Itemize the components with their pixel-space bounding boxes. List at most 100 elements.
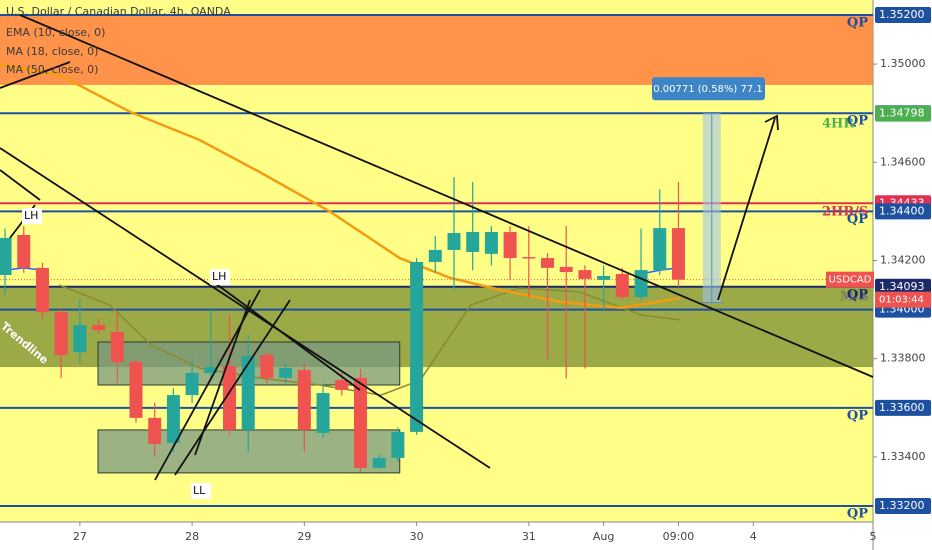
candle-body — [185, 372, 199, 396]
annotation-box — [210, 269, 230, 285]
price-label-box — [875, 399, 931, 416]
price-label-box — [875, 6, 931, 23]
candle-body — [260, 355, 274, 378]
level-label: QP — [847, 507, 868, 522]
indicator-label: MA (50, close, 0) — [6, 63, 98, 76]
measure-label: 0.00771 (0.58%) 77.1 — [653, 84, 763, 95]
candle-body — [316, 393, 330, 433]
candle-body — [297, 370, 311, 430]
annotation: 2HR/S — [822, 205, 868, 220]
indicator-label: EMA (10, close, 0) — [6, 26, 105, 39]
candle-body — [148, 417, 162, 444]
candle-body — [428, 249, 442, 262]
candle-body — [92, 325, 106, 330]
x-tick-label: 28 — [185, 530, 199, 543]
price-label: 1.34093 — [879, 280, 925, 293]
candle-body — [241, 356, 255, 430]
countdown-box — [875, 291, 931, 308]
candle-body — [35, 267, 49, 313]
x-tick-label: 29 — [297, 530, 311, 543]
candle-body — [0, 237, 12, 275]
candle-body — [129, 361, 143, 418]
trend-line — [0, 147, 491, 469]
candle-body — [597, 275, 611, 280]
indicator-label: MA (18, close, 0) — [6, 45, 98, 58]
price-label: 1.34400 — [879, 204, 925, 217]
candle-body — [578, 270, 592, 279]
annotation: M/S — [840, 290, 869, 305]
candle-body — [671, 228, 685, 280]
candle-body — [391, 431, 405, 458]
indicator-line — [0, 62, 681, 310]
price-label: 1.35200 — [879, 8, 925, 21]
trend-line — [19, 14, 874, 378]
symbol-label: USDCAD — [829, 275, 872, 286]
candle-body — [447, 233, 461, 250]
candle-body — [204, 367, 218, 373]
y-tick-label: 1.33400 — [880, 450, 926, 463]
price-label-box — [875, 203, 931, 220]
candle-body — [223, 366, 237, 430]
x-tick-label: 4 — [750, 530, 757, 543]
trend-line — [717, 117, 776, 301]
annotation: LH — [24, 209, 38, 222]
y-tick-label: 1.35000 — [880, 57, 926, 70]
trend-line — [214, 282, 361, 391]
measure-label-box — [652, 77, 765, 101]
candle-body — [653, 228, 667, 271]
candle-body — [615, 274, 629, 298]
indicator-line — [59, 284, 681, 396]
price-axis — [873, 0, 932, 550]
chart-title: U.S. Dollar / Canadian Dollar, 4h, OANDA — [6, 5, 231, 18]
candle-body — [335, 380, 349, 390]
candle-body — [503, 232, 517, 259]
trend-line — [0, 61, 71, 89]
level-label: QP — [847, 212, 868, 227]
price-label-box — [875, 278, 931, 295]
trend-line — [194, 299, 251, 456]
level-label: QP — [847, 287, 868, 302]
annotation: 4HR — [822, 117, 854, 132]
annotation: LL — [193, 484, 206, 497]
annotation: LH — [212, 270, 226, 283]
symbol-box — [826, 271, 874, 288]
level-label: QP — [847, 114, 868, 129]
candle-body — [634, 270, 648, 298]
y-tick-label: 1.34600 — [880, 155, 926, 168]
zone — [0, 14, 873, 85]
x-tick-label: Aug — [593, 530, 614, 543]
price-label: 1.33600 — [879, 401, 925, 414]
candle-body — [73, 325, 87, 353]
candle-body — [17, 234, 31, 268]
candle-body — [466, 232, 480, 252]
candle-body — [410, 261, 424, 432]
annotation-box — [22, 208, 42, 224]
x-tick-label: 5 — [870, 530, 877, 543]
arrow-head — [764, 114, 779, 131]
candle-body — [110, 331, 124, 362]
price-label: 1.33200 — [879, 499, 925, 512]
candle-body — [166, 395, 180, 443]
x-tick-label: 09:00 — [663, 530, 695, 543]
candle-body — [279, 368, 293, 378]
candle-body — [54, 312, 68, 356]
countdown-label: 01:03:44 — [879, 295, 924, 306]
x-tick-label: 27 — [73, 530, 87, 543]
trend-line — [0, 169, 41, 201]
price-label-box — [875, 105, 931, 122]
candle-body — [484, 232, 498, 254]
y-tick-label: 1.34200 — [880, 254, 926, 267]
level-label: QP — [847, 15, 868, 30]
candle-body — [541, 258, 555, 268]
candle-body — [522, 257, 536, 259]
time-axis — [0, 522, 873, 550]
x-tick-label: 31 — [522, 530, 536, 543]
y-tick-label: 1.33800 — [880, 352, 926, 365]
candle-body — [372, 457, 386, 468]
x-tick-label: 30 — [410, 530, 424, 543]
annotation-box — [191, 483, 211, 499]
price-label-box — [875, 498, 931, 515]
candle-body — [559, 266, 573, 273]
candle-body — [353, 377, 367, 468]
